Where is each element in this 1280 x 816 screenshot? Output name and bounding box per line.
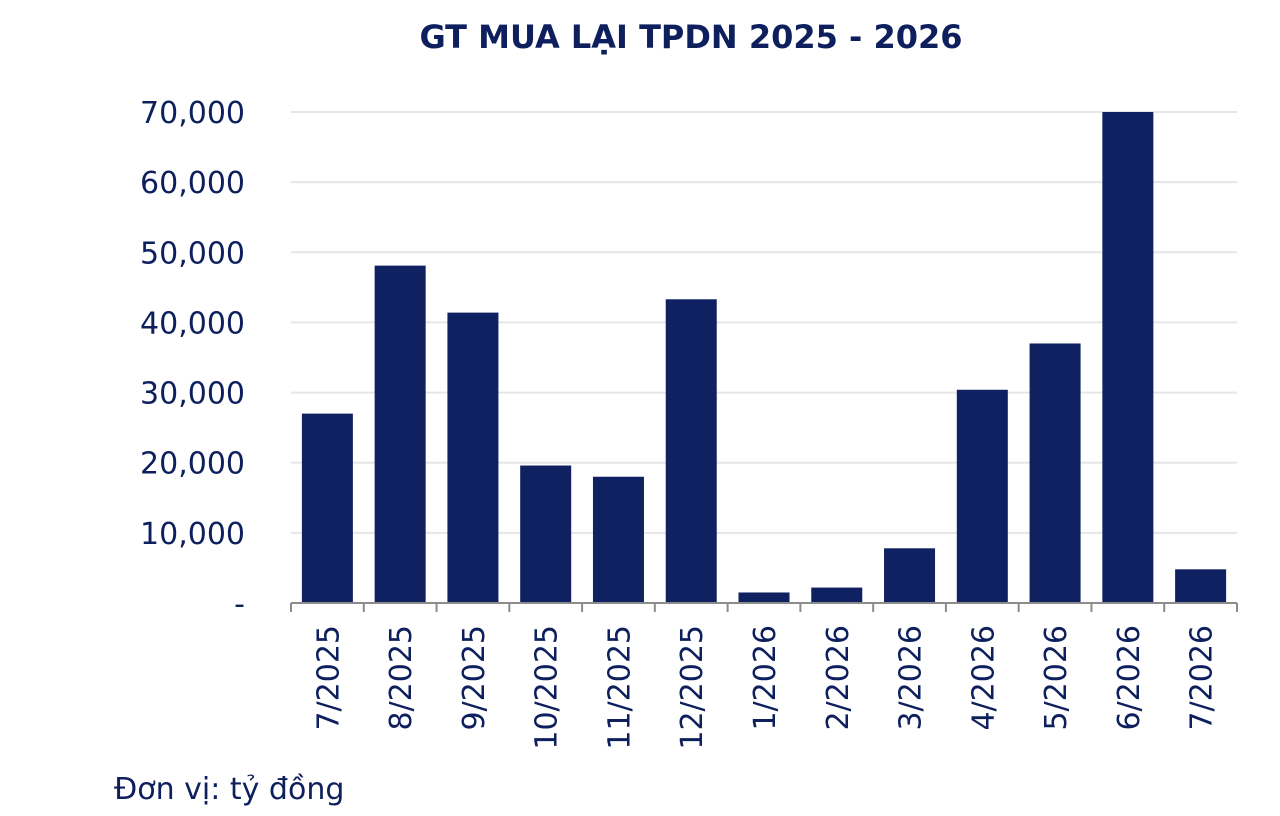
x-tick-label: 4/2026 (966, 625, 1001, 731)
y-tick-label: 30,000 (140, 377, 245, 412)
x-tick-label: 11/2025 (602, 625, 637, 750)
gridlines (291, 111, 1237, 534)
x-tick-label: 3/2026 (894, 625, 929, 731)
y-tick-label: 20,000 (140, 447, 245, 482)
x-tick-label: 6/2026 (1112, 625, 1147, 731)
y-tick-label: 40,000 (140, 306, 245, 341)
bar-9-2025 (447, 312, 499, 603)
x-tick-label: 2/2026 (821, 625, 856, 731)
bar-11-2025 (592, 476, 644, 603)
x-tick-label: 5/2026 (1039, 625, 1074, 731)
x-tick-label: 9/2025 (457, 625, 492, 731)
y-tick-label: - (234, 587, 245, 622)
bars (301, 112, 1227, 603)
bar-8-2025 (374, 265, 426, 603)
x-tick-label: 7/2025 (311, 625, 346, 731)
bar-12-2025 (665, 299, 717, 603)
unit-note: Đơn vị: tỷ đồng (114, 772, 345, 807)
bar-10-2025 (520, 465, 572, 603)
bar-7-2026 (1175, 569, 1227, 603)
bar-4-2026 (956, 389, 1008, 603)
bar-5-2026 (1029, 343, 1081, 603)
x-tick-label: 1/2026 (748, 625, 783, 731)
y-tick-label: 10,000 (140, 517, 245, 552)
x-axis (290, 602, 1238, 612)
bar-1-2026 (738, 592, 790, 603)
x-tick-label: 7/2026 (1185, 625, 1220, 731)
y-tick-label: 60,000 (140, 166, 245, 201)
bar-2-2026 (811, 587, 863, 603)
x-axis-ticks: 7/2025 8/2025 9/2025 10/2025 11/2025 12/2025 1… (311, 625, 1219, 750)
bar-7-2025 (301, 413, 353, 603)
y-axis-ticks: - 10,000 20,000 30,000 40,000 50,000 60,000 70,… (140, 96, 245, 622)
bar-3-2026 (884, 548, 936, 603)
y-tick-label: 50,000 (140, 236, 245, 271)
x-tick-label: 10/2025 (530, 625, 565, 750)
chart-title: GT MUA LẠI TPDN 2025 - 2026 (419, 18, 963, 56)
bar-6-2026 (1102, 112, 1154, 603)
x-tick-label: 8/2025 (384, 625, 419, 731)
y-tick-label: 70,000 (140, 96, 245, 131)
x-tick-label: 12/2025 (675, 625, 710, 750)
